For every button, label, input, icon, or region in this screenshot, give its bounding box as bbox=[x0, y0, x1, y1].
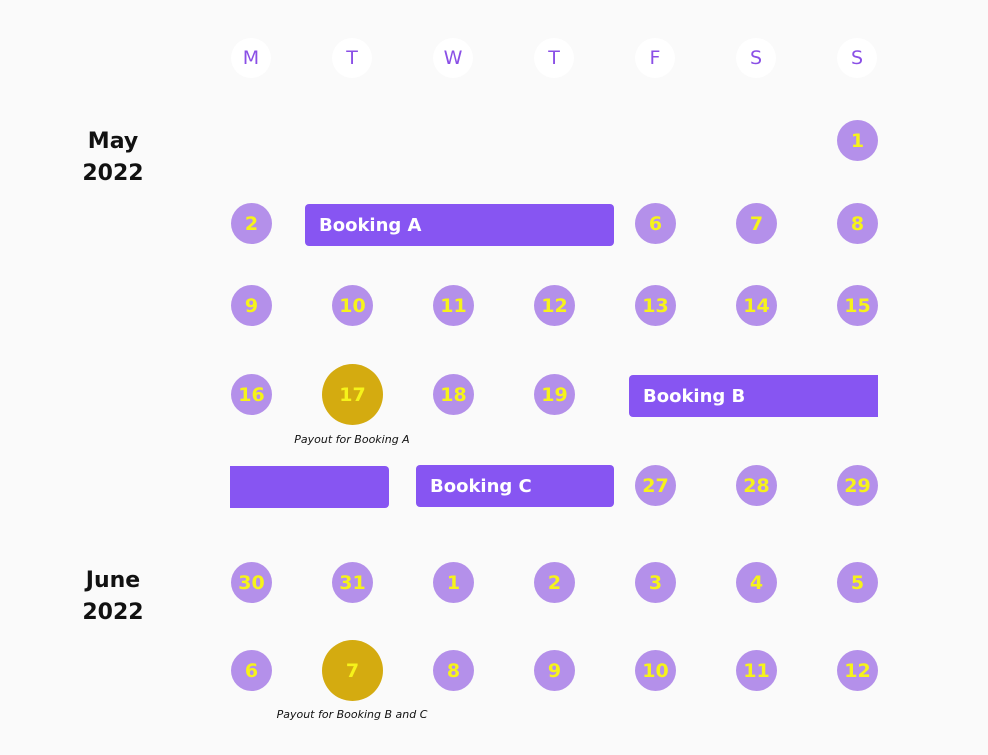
day-june-8[interactable]: 8 bbox=[433, 650, 474, 691]
weekday-thursday: T bbox=[534, 38, 574, 78]
day-may-11[interactable]: 11 bbox=[433, 285, 474, 326]
day-may-29[interactable]: 29 bbox=[837, 465, 878, 506]
weekday-sunday: S bbox=[837, 38, 877, 78]
day-may-8[interactable]: 8 bbox=[837, 203, 878, 244]
day-may-15[interactable]: 15 bbox=[837, 285, 878, 326]
payout-note-booking-b-and-c: Payout for Booking B and C bbox=[276, 708, 428, 721]
day-may-9[interactable]: 9 bbox=[231, 285, 272, 326]
month-year: 2022 bbox=[82, 161, 144, 186]
day-may-18[interactable]: 18 bbox=[433, 374, 474, 415]
payout-day-june-7[interactable]: 7 bbox=[322, 640, 383, 701]
day-may-10[interactable]: 10 bbox=[332, 285, 373, 326]
month-label-june: June 2022 bbox=[53, 565, 173, 629]
weekday-friday: F bbox=[635, 38, 675, 78]
booking-c-bar[interactable]: Booking C bbox=[416, 465, 614, 507]
month-label-may: May 2022 bbox=[53, 126, 173, 190]
day-may-12[interactable]: 12 bbox=[534, 285, 575, 326]
day-may-30[interactable]: 30 bbox=[231, 562, 272, 603]
day-may-2[interactable]: 2 bbox=[231, 203, 272, 244]
booking-a-bar[interactable]: Booking A bbox=[305, 204, 614, 246]
day-june-4[interactable]: 4 bbox=[736, 562, 777, 603]
day-may-31[interactable]: 31 bbox=[332, 562, 373, 603]
weekday-tuesday: T bbox=[332, 38, 372, 78]
weekday-saturday: S bbox=[736, 38, 776, 78]
day-may-13[interactable]: 13 bbox=[635, 285, 676, 326]
day-june-9[interactable]: 9 bbox=[534, 650, 575, 691]
day-may-6[interactable]: 6 bbox=[635, 203, 676, 244]
day-may-16[interactable]: 16 bbox=[231, 374, 272, 415]
booking-b-bar-continuation[interactable] bbox=[230, 466, 389, 508]
day-june-6[interactable]: 6 bbox=[231, 650, 272, 691]
day-june-12[interactable]: 12 bbox=[837, 650, 878, 691]
day-june-2[interactable]: 2 bbox=[534, 562, 575, 603]
day-june-1[interactable]: 1 bbox=[433, 562, 474, 603]
day-may-19[interactable]: 19 bbox=[534, 374, 575, 415]
day-june-11[interactable]: 11 bbox=[736, 650, 777, 691]
day-june-5[interactable]: 5 bbox=[837, 562, 878, 603]
day-may-1[interactable]: 1 bbox=[837, 120, 878, 161]
day-may-7[interactable]: 7 bbox=[736, 203, 777, 244]
day-june-10[interactable]: 10 bbox=[635, 650, 676, 691]
payout-note-booking-a: Payout for Booking A bbox=[294, 433, 410, 446]
weekday-monday: M bbox=[231, 38, 271, 78]
payout-day-may-17[interactable]: 17 bbox=[322, 364, 383, 425]
day-may-14[interactable]: 14 bbox=[736, 285, 777, 326]
month-name: June bbox=[85, 568, 141, 593]
booking-b-bar[interactable]: Booking B bbox=[629, 375, 878, 417]
month-name: May bbox=[87, 129, 139, 154]
month-year: 2022 bbox=[82, 600, 144, 625]
day-june-3[interactable]: 3 bbox=[635, 562, 676, 603]
day-may-28[interactable]: 28 bbox=[736, 465, 777, 506]
day-may-27[interactable]: 27 bbox=[635, 465, 676, 506]
weekday-wednesday: W bbox=[433, 38, 473, 78]
